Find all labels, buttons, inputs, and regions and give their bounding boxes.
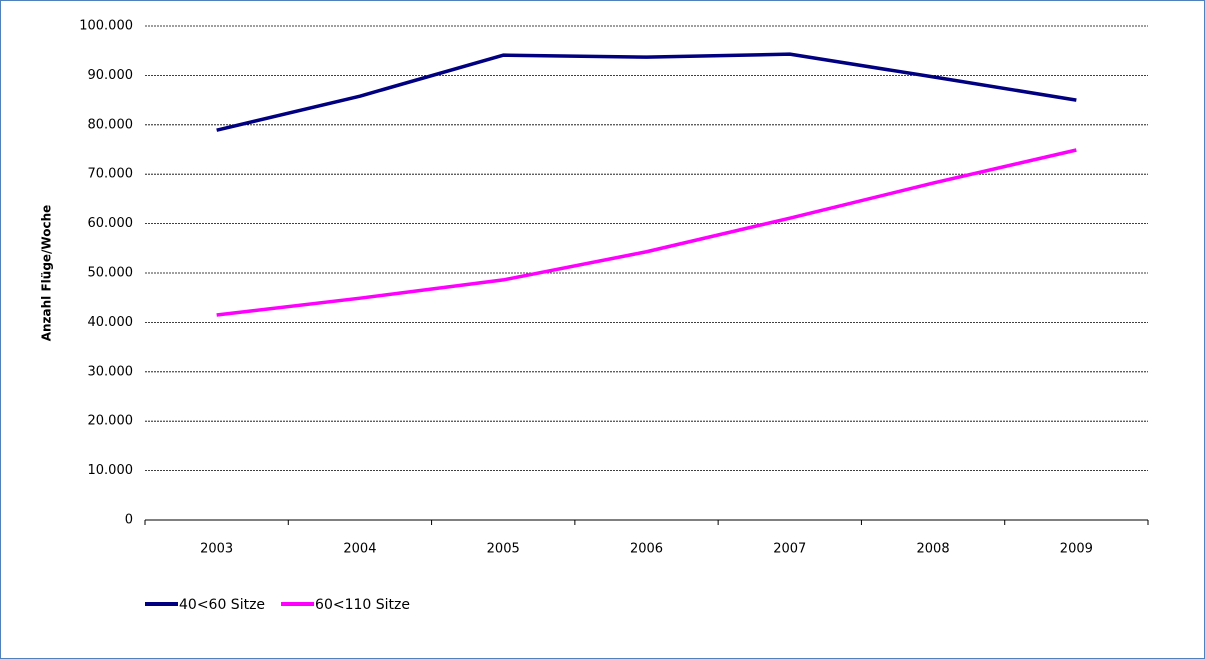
y-tick-label: 50.000 <box>88 266 134 281</box>
x-tick-label: 2007 <box>773 542 806 557</box>
x-tick-label: 2005 <box>487 542 520 557</box>
x-tick-label: 2003 <box>200 542 233 557</box>
y-tick-label: 20.000 <box>88 414 134 429</box>
y-tick-label: 0 <box>125 513 133 528</box>
x-tick-label: 2008 <box>917 542 950 557</box>
line-series <box>216 52 1077 132</box>
y-tick-label: 90.000 <box>88 68 134 83</box>
legend-label: 40<60 Sitze <box>179 597 265 613</box>
line-series <box>216 148 1077 317</box>
y-tick-label: 60.000 <box>88 216 134 231</box>
x-tick-label: 2009 <box>1060 542 1093 557</box>
y-tick-label: 70.000 <box>88 167 134 182</box>
legend-label: 60<110 Sitze <box>315 597 410 613</box>
y-tick-label: 30.000 <box>88 364 134 379</box>
x-tick-label: 2004 <box>343 542 376 557</box>
y-tick-label: 100.000 <box>79 19 133 34</box>
y-tick-label: 10.000 <box>88 463 134 478</box>
x-tick-label: 2006 <box>630 542 663 557</box>
y-axis-label: Anzahl Flüge/Woche <box>40 205 54 342</box>
y-tick-label: 40.000 <box>88 315 134 330</box>
y-tick-label: 80.000 <box>88 117 134 132</box>
